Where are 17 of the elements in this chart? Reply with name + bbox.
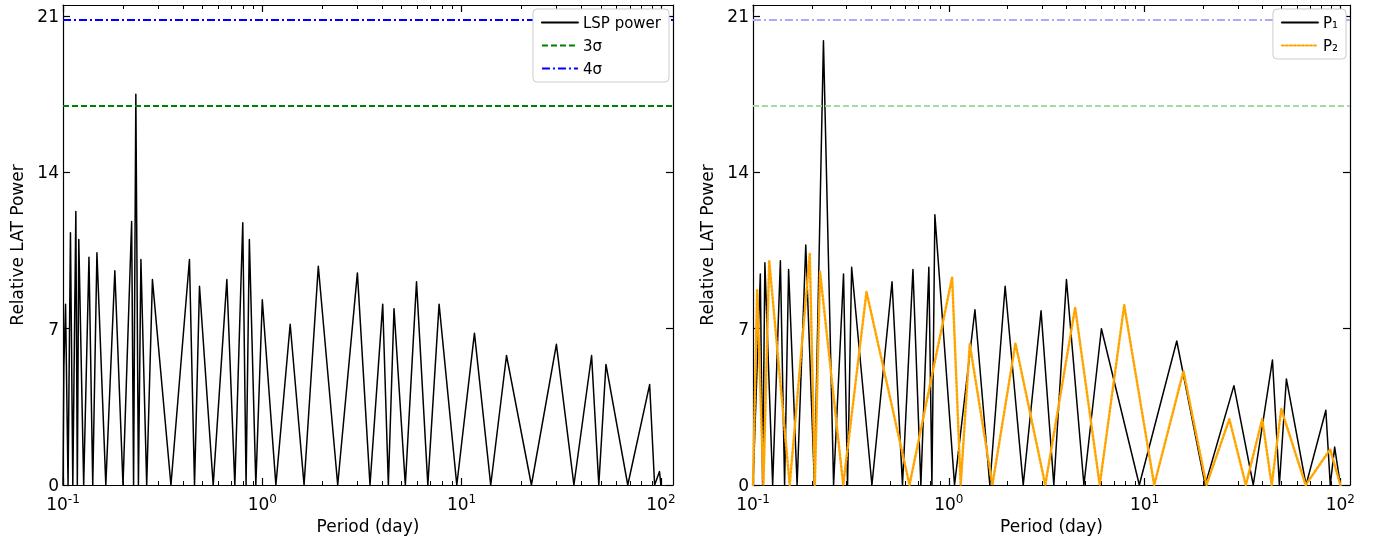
y-tick-label: 0 xyxy=(48,475,59,495)
legend-label: 4σ xyxy=(582,59,603,78)
y-tick-label: 14 xyxy=(37,162,59,183)
y-tick-label: 21 xyxy=(727,6,749,27)
y-tick-label: 7 xyxy=(48,318,59,339)
y-tick-label: 14 xyxy=(727,162,749,183)
legend-label: 3σ xyxy=(582,36,603,55)
legend-label: P₂ xyxy=(1322,36,1338,55)
legend-label: LSP power xyxy=(582,13,662,32)
legend-label: P₁ xyxy=(1322,13,1338,32)
x-axis-title: Period (day) xyxy=(316,515,420,536)
y-tick-label: 21 xyxy=(37,6,59,27)
x-axis-title: Period (day) xyxy=(1000,515,1103,536)
y-tick-label: 0 xyxy=(738,475,749,495)
y-tick-label: 7 xyxy=(738,318,749,339)
y-axis-title: Relative LAT Power xyxy=(6,164,27,326)
y-axis-title: Relative LAT Power xyxy=(696,164,717,326)
